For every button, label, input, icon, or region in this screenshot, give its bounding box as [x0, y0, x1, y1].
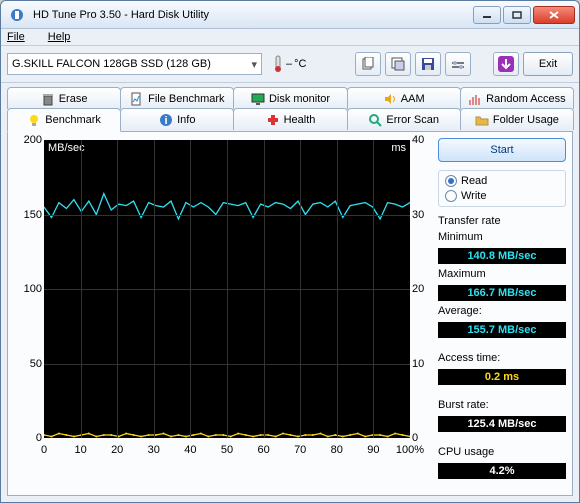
x-tick: 100%: [396, 444, 424, 456]
y-left-tick: 100: [14, 283, 42, 295]
average-label: Average:: [438, 305, 566, 317]
y-left-tick: 200: [14, 134, 42, 146]
access-time-label: Access time:: [438, 352, 566, 364]
average-value: 155.7 MB/sec: [438, 322, 566, 338]
results-panel: Start Read Write Transfer rate Minimum 1…: [438, 138, 566, 489]
device-dropdown[interactable]: G.SKILL FALCON 128GB SSD (128 GB) ▾: [7, 53, 262, 75]
monitor-icon: [251, 92, 265, 106]
temp-display: –°C: [272, 55, 306, 73]
y-right-tick: 30: [412, 209, 432, 221]
tab-error-scan[interactable]: Error Scan: [347, 108, 461, 130]
tab-health[interactable]: Health: [233, 108, 347, 130]
transfer-rate-label: Transfer rate: [438, 215, 566, 227]
menu-help[interactable]: Help: [48, 31, 81, 43]
start-button[interactable]: Start: [438, 138, 566, 162]
options-button[interactable]: [445, 52, 471, 76]
window-title: HD Tune Pro 3.50 - Hard Disk Utility: [29, 9, 473, 21]
x-tick: 60: [257, 444, 269, 456]
tab-info[interactable]: iInfo: [120, 108, 234, 130]
radio-read[interactable]: Read: [445, 175, 559, 187]
maximum-value: 166.7 MB/sec: [438, 285, 566, 301]
exit-button[interactable]: Exit: [523, 52, 573, 76]
speaker-icon: [383, 92, 397, 106]
y-right-tick: 40: [412, 134, 432, 146]
tab-panel-benchmark: MB/sec ms 050100150200010203040010203040…: [7, 131, 573, 496]
random-icon: [468, 92, 482, 106]
copy-screenshot-button[interactable]: [385, 52, 411, 76]
health-icon: [266, 113, 280, 127]
y-left-tick: 50: [14, 358, 42, 370]
close-button[interactable]: [533, 6, 575, 24]
folder-icon: [475, 113, 489, 127]
device-dropdown-label: G.SKILL FALCON 128GB SSD (128 GB): [12, 58, 211, 70]
y-left-tick: 150: [14, 209, 42, 221]
trash-icon: [41, 92, 55, 106]
x-tick: 70: [294, 444, 306, 456]
radio-dot-icon: [445, 175, 457, 187]
app-icon: [9, 7, 25, 23]
radio-dot-icon: [445, 190, 457, 202]
cpu-usage-value: 4.2%: [438, 463, 566, 479]
filebench-icon: [130, 92, 144, 106]
save-button[interactable]: [415, 52, 441, 76]
minimize-button[interactable]: [473, 6, 501, 24]
x-tick: 30: [148, 444, 160, 456]
minimum-value: 140.8 MB/sec: [438, 248, 566, 264]
mode-group: Read Write: [438, 170, 566, 207]
access-time-value: 0.2 ms: [438, 369, 566, 385]
x-tick: 0: [41, 444, 47, 456]
maximize-button[interactable]: [503, 6, 531, 24]
tab-benchmark[interactable]: Benchmark: [7, 108, 121, 132]
cpu-usage-label: CPU usage: [438, 446, 566, 458]
x-tick: 80: [331, 444, 343, 456]
app-window: HD Tune Pro 3.50 - Hard Disk Utility Fil…: [0, 0, 580, 503]
tab-folder-usage[interactable]: Folder Usage: [460, 108, 574, 130]
bulb-icon: [27, 113, 41, 127]
tab-file-benchmark[interactable]: File Benchmark: [120, 87, 234, 109]
thermometer-icon: [272, 55, 284, 73]
y-right-tick: 0: [412, 432, 432, 444]
chevron-down-icon: ▾: [251, 58, 257, 71]
tab-random-access[interactable]: Random Access: [460, 87, 574, 109]
y-right-tick: 20: [412, 283, 432, 295]
toolbar: G.SKILL FALCON 128GB SSD (128 GB) ▾ –°C …: [1, 46, 579, 83]
chart-area: MB/sec ms 050100150200010203040010203040…: [14, 138, 432, 458]
maximum-label: Maximum: [438, 268, 566, 280]
tab-erase[interactable]: Erase: [7, 87, 121, 109]
x-tick: 50: [221, 444, 233, 456]
x-tick: 40: [184, 444, 196, 456]
x-tick: 90: [367, 444, 379, 456]
minimum-label: Minimum: [438, 231, 566, 243]
menu-file[interactable]: File: [7, 31, 35, 43]
burst-rate-label: Burst rate:: [438, 399, 566, 411]
x-tick: 10: [74, 444, 86, 456]
copy-info-button[interactable]: [355, 52, 381, 76]
x-tick: 20: [111, 444, 123, 456]
y-right-tick: 10: [412, 358, 432, 370]
tab-aam[interactable]: AAM: [347, 87, 461, 109]
tab-disk-monitor[interactable]: Disk monitor: [233, 87, 347, 109]
titlebar[interactable]: HD Tune Pro 3.50 - Hard Disk Utility: [1, 1, 579, 29]
y-left-tick: 0: [14, 432, 42, 444]
burst-rate-value: 125.4 MB/sec: [438, 416, 566, 432]
info-icon: i: [159, 113, 173, 127]
svg-text:i: i: [165, 115, 168, 127]
action-button[interactable]: [493, 52, 519, 76]
scan-icon: [368, 113, 382, 127]
radio-write[interactable]: Write: [445, 190, 559, 202]
menubar: File Help: [1, 29, 579, 46]
